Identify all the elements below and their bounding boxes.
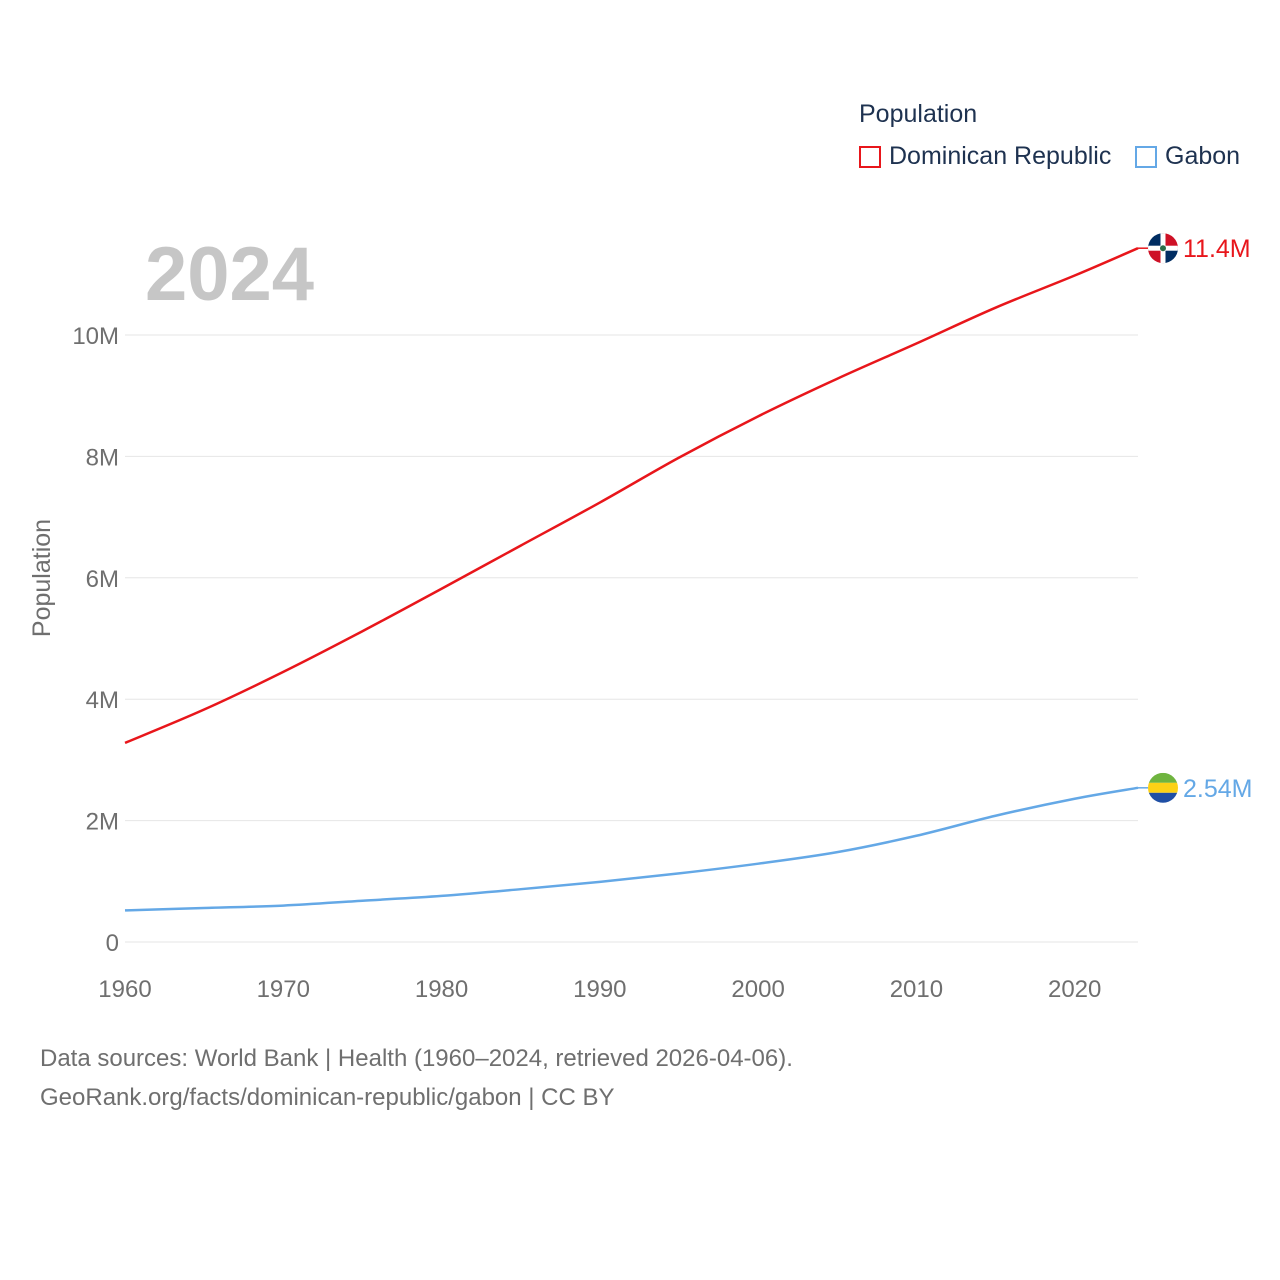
y-tick-label: 10M <box>72 323 119 350</box>
y-axis-ticks: 0 2M 4M 6M 8M 10M <box>72 323 119 957</box>
x-tick-label: 1980 <box>415 976 468 1003</box>
end-label-gabon: 2.54M <box>1183 775 1252 803</box>
legend-label-gabon: Gabon <box>1165 142 1241 170</box>
legend-title: Population <box>859 100 978 128</box>
x-tick-label: 2010 <box>890 976 943 1003</box>
legend-label-dominican-republic: Dominican Republic <box>889 142 1112 170</box>
year-label: 2024 <box>145 232 314 317</box>
series-lines <box>124 247 1139 912</box>
y-tick-label: 6M <box>86 566 119 593</box>
legend-item-dominican-republic[interactable]: Dominican Republic <box>859 142 1111 171</box>
series-line-gabon <box>124 786 1139 912</box>
y-tick-label: 2M <box>86 809 119 836</box>
end-markers: 11.4M 2.54M <box>1138 233 1252 803</box>
x-tick-label: 1970 <box>257 976 310 1003</box>
grid-lines <box>125 334 1138 943</box>
x-axis-ticks: 1960 1970 1980 1990 2000 2010 2020 <box>98 976 1101 1003</box>
gabon-flag-icon <box>1148 772 1178 803</box>
x-tick-label: 2020 <box>1048 976 1101 1003</box>
series-line-dominican-republic <box>124 247 1139 745</box>
footer-attribution: GeoRank.org/facts/dominican-republic/gab… <box>40 1084 615 1111</box>
y-axis-title: Population <box>28 519 56 637</box>
y-tick-label: 4M <box>86 687 119 714</box>
footer-sources: Data sources: World Bank | Health (1960–… <box>40 1045 793 1072</box>
x-tick-label: 2000 <box>731 976 784 1003</box>
dominican-republic-flag-icon <box>1148 233 1178 264</box>
legend-swatch-dominican-republic <box>859 145 881 168</box>
y-tick-label: 8M <box>86 444 119 471</box>
legend-item-gabon[interactable]: Gabon <box>1135 142 1240 171</box>
legend-swatch-gabon <box>1135 145 1157 168</box>
end-label-dominican-republic: 11.4M <box>1183 235 1251 263</box>
y-tick-label: 0 <box>106 930 119 957</box>
x-tick-label: 1960 <box>98 976 151 1003</box>
x-tick-label: 1990 <box>573 976 626 1003</box>
